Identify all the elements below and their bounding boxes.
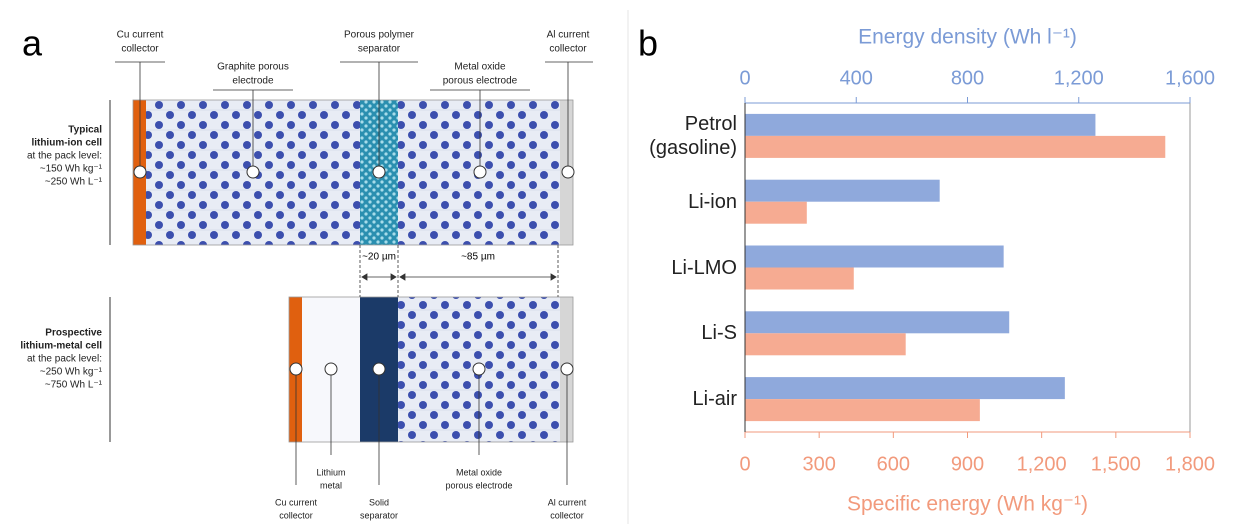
- bar: [745, 113, 1096, 136]
- cell-title: lithium-metal cell: [20, 341, 102, 352]
- component-label: Porous polymer: [344, 30, 415, 41]
- dimension-label: ~85 µm: [461, 252, 495, 263]
- x2-tick-label: 1,600: [1165, 67, 1215, 89]
- component-label: porous electrode: [443, 76, 518, 87]
- x-tick-label: 1,200: [1017, 453, 1067, 475]
- dimension-lines: [359, 245, 559, 297]
- category-label: Petrol (gasoline): [649, 112, 737, 159]
- marker: [473, 165, 487, 179]
- component-label: metal: [320, 480, 342, 490]
- marker: [560, 362, 574, 376]
- panel-label: a: [22, 23, 43, 64]
- marker: [246, 165, 260, 179]
- category-label: Li-ion: [688, 190, 737, 213]
- component-label: Al current: [548, 497, 587, 507]
- marker: [372, 165, 386, 179]
- dimension-label: ~20 µm: [362, 252, 396, 263]
- cell-spec: ~750 Wh L⁻¹: [45, 380, 103, 391]
- component-label: Lithium: [316, 467, 345, 477]
- x-tick-label: 1,800: [1165, 453, 1215, 475]
- cell-spec: ~250 Wh L⁻¹: [45, 177, 103, 188]
- bar: [745, 311, 1010, 334]
- x2-axis-title: Energy density (Wh l⁻¹): [858, 26, 1077, 49]
- bar: [745, 267, 854, 290]
- x2-tick-label: 0: [739, 67, 750, 89]
- component-label: Graphite porous: [217, 62, 289, 73]
- cell-spec: at the pack level:: [27, 151, 102, 162]
- marker: [561, 165, 575, 179]
- panel-label: b: [638, 23, 658, 64]
- category-label: Li-air: [692, 388, 737, 411]
- bar: [745, 245, 1004, 268]
- marker: [324, 362, 338, 376]
- component-label: Metal oxide: [454, 62, 506, 73]
- x-axis-title: Specific energy (Wh kg⁻¹): [847, 493, 1088, 516]
- component-label: collector: [279, 510, 313, 520]
- marker: [472, 362, 486, 376]
- component-label: collector: [121, 44, 159, 55]
- x-tick-label: 0: [739, 453, 750, 475]
- component-label: electrode: [232, 76, 274, 87]
- category-label: Li-LMO: [671, 256, 737, 279]
- marker: [133, 165, 147, 179]
- bar: [745, 135, 1166, 158]
- bar: [745, 201, 807, 224]
- component-label: separator: [358, 44, 401, 55]
- component-label: porous electrode: [445, 480, 512, 490]
- x-tick-label: 600: [877, 453, 910, 475]
- x2-tick-label: 800: [951, 67, 984, 89]
- bar: [745, 179, 940, 202]
- component-label: collector: [550, 510, 584, 520]
- x-tick-label: 300: [802, 453, 835, 475]
- cell-title: lithium-ion cell: [31, 138, 102, 149]
- component-label: Metal oxide: [456, 467, 502, 477]
- component-label: collector: [549, 44, 587, 55]
- x-tick-label: 900: [951, 453, 984, 475]
- cell-title: Prospective: [45, 328, 102, 339]
- marker: [289, 362, 303, 376]
- li-ion-cell: [132, 99, 574, 246]
- cell-spec: ~150 Wh kg⁻¹: [40, 164, 103, 175]
- component-label: Solid: [369, 497, 389, 507]
- bar: [745, 377, 1065, 400]
- bar: [745, 399, 980, 422]
- component-label: Cu current: [275, 497, 318, 507]
- x-tick-label: 1,500: [1091, 453, 1141, 475]
- x2-tick-label: 1,200: [1054, 67, 1104, 89]
- component-label: Cu current: [117, 30, 164, 41]
- marker: [372, 362, 386, 376]
- x2-tick-label: 400: [840, 67, 873, 89]
- component-label: Al current: [547, 30, 590, 41]
- cell-title: Typical: [68, 125, 102, 136]
- bar: [745, 333, 906, 356]
- category-label: Li-S: [701, 322, 737, 345]
- component-label: separator: [360, 510, 398, 520]
- cell-spec: at the pack level:: [27, 354, 102, 365]
- cell-spec: ~250 Wh kg⁻¹: [40, 367, 103, 378]
